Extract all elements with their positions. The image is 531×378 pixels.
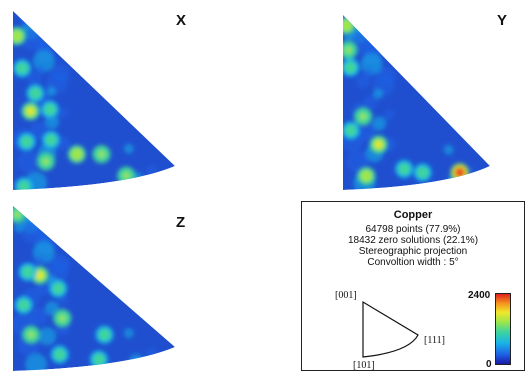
heatmap-hotspot	[47, 136, 55, 144]
heatmap-hotspot	[347, 127, 355, 134]
heatmap-hotspot	[101, 331, 108, 338]
heatmap-hotspot	[456, 169, 463, 176]
scale-min-label: 0	[486, 359, 492, 370]
heatmap-field	[13, 206, 175, 371]
ipf-panel-z	[12, 205, 177, 373]
heatmap-hotspot	[123, 172, 130, 179]
heatmap-hotspot	[27, 108, 34, 115]
heatmap-texture-blob	[45, 301, 60, 316]
standard-triangle-outline	[362, 300, 419, 358]
heatmap-hotspot	[401, 165, 408, 173]
heatmap-texture-blob	[58, 295, 69, 305]
panel-label-x: X	[176, 12, 187, 29]
heatmap-hotspot	[13, 32, 21, 40]
heatmap-hotspot	[343, 22, 350, 29]
ipf-heatmap-z	[13, 206, 175, 371]
heatmap-hotspot	[59, 315, 66, 322]
heatmap-texture-blob	[123, 328, 134, 339]
heatmap-texture-blob	[443, 144, 454, 155]
heatmap-hotspot	[359, 113, 367, 120]
heatmap-texture-blob	[356, 74, 370, 89]
heatmap-hotspot	[46, 106, 54, 113]
heatmap-hotspot	[363, 172, 370, 180]
heatmap-hotspot	[419, 169, 426, 176]
legend-zero-solutions: 18432 zero solutions (22.1%)	[347, 235, 479, 246]
heatmap-texture-blob	[129, 354, 144, 369]
heatmap-field	[343, 15, 490, 190]
heatmap-texture-blob	[29, 307, 48, 326]
heatmap-hotspot	[23, 138, 30, 145]
heatmap-texture-blob	[27, 72, 42, 86]
heatmap-hotspot	[345, 46, 352, 54]
heatmap-texture-blob	[17, 150, 40, 173]
heatmap-texture-blob	[38, 327, 57, 346]
heatmap-hotspot	[20, 183, 28, 190]
legend-convolution-width: Convoltion width : 5°	[367, 257, 459, 268]
direction-label-101: [101]	[353, 360, 375, 371]
heatmap-hotspot	[347, 64, 354, 71]
heatmap-hotspot	[14, 211, 21, 218]
heatmap-texture-blob	[45, 115, 60, 129]
ipf-heatmap-y	[343, 15, 490, 190]
heatmap-texture-blob	[46, 86, 57, 97]
heatmap-hotspot	[56, 351, 63, 358]
heatmap-hotspot	[20, 301, 27, 309]
heatmap-hotspot	[98, 151, 105, 158]
heatmap-hotspot	[42, 158, 50, 165]
heatmap-texture-blob	[29, 121, 48, 140]
legend-material: Copper	[393, 209, 433, 221]
heatmap-hotspot	[95, 356, 103, 363]
heatmap-texture-blob	[146, 347, 157, 358]
ipf-panel-x	[12, 10, 177, 192]
legend-box: Copper 64798 points (77.9%) 18432 zero s…	[301, 201, 525, 371]
heatmap-hotspot	[28, 331, 35, 338]
heatmap-texture-blob	[21, 221, 44, 244]
legend-projection: Stereographic projection	[358, 246, 468, 257]
panel-label-z: Z	[176, 214, 186, 231]
heatmap-hotspot	[19, 65, 26, 72]
colorbar	[495, 293, 511, 365]
heatmap-hotspot	[54, 285, 62, 292]
heatmap-texture-blob	[146, 165, 157, 176]
heatmap-hotspot	[24, 268, 31, 276]
heatmap-texture-blob	[58, 108, 69, 118]
standard-triangle	[362, 300, 419, 358]
ipf-heatmap-x	[13, 11, 175, 190]
heatmap-texture-blob	[373, 88, 384, 99]
heatmap-texture-blob	[35, 65, 46, 76]
heatmap-texture-blob	[384, 109, 395, 120]
direction-label-001: [001]	[335, 290, 357, 301]
direction-label-111: [111]	[424, 335, 445, 346]
heatmap-texture-blob	[123, 143, 134, 154]
heatmap-hotspot	[32, 90, 39, 97]
heatmap-hotspot	[73, 151, 81, 158]
panel-label-y: Y	[497, 12, 508, 29]
heatmap-texture-blob	[346, 151, 369, 173]
scale-max-label: 2400	[468, 290, 491, 301]
heatmap-texture-blob	[372, 116, 387, 131]
heatmap-hotspot	[375, 141, 382, 148]
heatmap-hotspot	[36, 272, 43, 279]
ipf-panel-y	[342, 14, 492, 192]
legend-points: 64798 points (77.9%)	[365, 224, 461, 235]
heatmap-field	[13, 11, 175, 190]
